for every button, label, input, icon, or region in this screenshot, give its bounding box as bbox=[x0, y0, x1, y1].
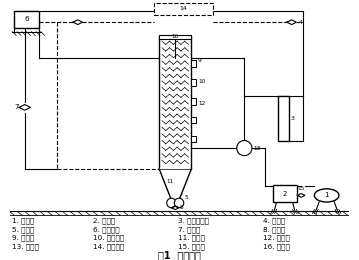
Bar bbox=[159, 35, 191, 39]
Text: 16: 16 bbox=[172, 34, 179, 39]
Polygon shape bbox=[172, 206, 179, 210]
Text: 15: 15 bbox=[297, 186, 305, 191]
Text: 9. 反应器: 9. 反应器 bbox=[11, 235, 34, 241]
Text: 1. 空压机: 1. 空压机 bbox=[11, 218, 34, 224]
Text: 3: 3 bbox=[291, 116, 295, 121]
Polygon shape bbox=[297, 193, 305, 197]
Text: 14. 自控装置: 14. 自控装置 bbox=[93, 243, 124, 250]
Text: 12. 取样口: 12. 取样口 bbox=[263, 235, 290, 241]
Bar bbox=[191, 60, 196, 67]
Text: 7: 7 bbox=[14, 104, 19, 110]
Text: 15. 减压阀: 15. 减压阀 bbox=[178, 243, 205, 250]
Text: 13. 循环泵: 13. 循环泵 bbox=[11, 243, 38, 250]
Circle shape bbox=[174, 198, 184, 208]
Text: 5. 曝气器: 5. 曝气器 bbox=[11, 226, 34, 233]
Text: 8: 8 bbox=[180, 205, 184, 210]
Circle shape bbox=[237, 140, 252, 156]
Polygon shape bbox=[287, 20, 297, 25]
Text: 4. 电磁阀: 4. 电磁阀 bbox=[263, 218, 285, 224]
Text: 2. 贮气罐: 2. 贮气罐 bbox=[93, 218, 115, 224]
Text: 13: 13 bbox=[254, 146, 261, 151]
Polygon shape bbox=[19, 105, 31, 110]
Text: 1: 1 bbox=[325, 192, 329, 198]
Text: 8. 排泥管: 8. 排泥管 bbox=[263, 226, 285, 233]
Text: 2: 2 bbox=[283, 191, 287, 197]
Text: 9: 9 bbox=[198, 57, 202, 63]
Text: 7. 出水管: 7. 出水管 bbox=[178, 226, 200, 233]
Bar bbox=[191, 79, 196, 86]
Bar bbox=[159, 36, 191, 169]
Bar bbox=[154, 3, 213, 15]
Polygon shape bbox=[159, 169, 191, 200]
Bar bbox=[191, 98, 196, 105]
Text: 3. 转子流量计: 3. 转子流量计 bbox=[178, 218, 209, 224]
Bar bbox=[191, 117, 196, 124]
Text: 11: 11 bbox=[167, 179, 174, 184]
Text: 12: 12 bbox=[198, 101, 205, 106]
Text: 10. 纤维载体: 10. 纤维载体 bbox=[93, 235, 124, 241]
Text: 16. 布气管: 16. 布气管 bbox=[263, 243, 290, 250]
Bar bbox=[273, 185, 297, 202]
Bar bbox=[14, 11, 39, 28]
Text: 5: 5 bbox=[185, 195, 188, 200]
Ellipse shape bbox=[314, 189, 339, 202]
Text: 图1  试验装置: 图1 试验装置 bbox=[158, 250, 200, 260]
Circle shape bbox=[167, 198, 176, 208]
Text: 4: 4 bbox=[298, 20, 302, 25]
Text: 6. 高位水箱: 6. 高位水箱 bbox=[93, 226, 120, 233]
Bar bbox=[191, 136, 196, 142]
Text: 10: 10 bbox=[198, 79, 205, 84]
Text: 11. 沉淀池: 11. 沉淀池 bbox=[178, 235, 205, 241]
Text: 6: 6 bbox=[24, 16, 29, 22]
Text: 14: 14 bbox=[180, 6, 188, 11]
Bar bbox=[278, 96, 289, 141]
Polygon shape bbox=[73, 20, 83, 25]
